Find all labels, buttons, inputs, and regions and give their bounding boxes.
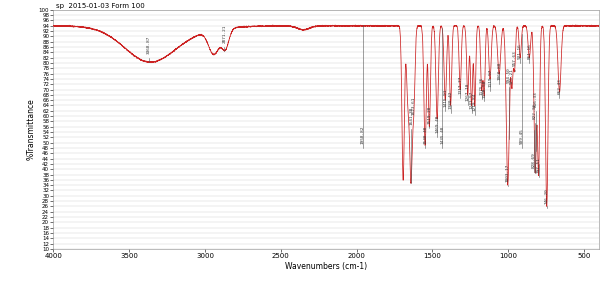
Text: 2871.21: 2871.21: [223, 25, 226, 43]
Text: 1119.97: 1119.97: [488, 68, 492, 87]
Text: 1415.91: 1415.91: [443, 88, 447, 107]
Text: 1317.77: 1317.77: [458, 75, 462, 93]
Text: 1158.58: 1158.58: [482, 79, 486, 97]
Text: 816.33: 816.33: [534, 91, 538, 107]
Text: sp  2015-01-03 Form 100: sp 2015-01-03 Form 100: [56, 3, 145, 9]
Text: 1519.28: 1519.28: [427, 106, 432, 124]
Text: 1267.10: 1267.10: [466, 83, 470, 101]
Text: 3368.87: 3368.87: [147, 35, 151, 54]
Text: 1241.57: 1241.57: [470, 91, 474, 109]
Text: 1060.80: 1060.80: [497, 62, 501, 80]
Text: 1380.42: 1380.42: [448, 91, 453, 109]
Text: 746.20: 746.20: [545, 188, 548, 204]
Text: 1958.82: 1958.82: [361, 126, 365, 144]
Text: 1548.48: 1548.48: [423, 126, 427, 144]
Text: 797.51: 797.51: [537, 157, 541, 173]
Text: 1435.48: 1435.48: [440, 126, 444, 144]
Text: 957.63: 957.63: [513, 50, 517, 66]
Text: 1623.61: 1623.61: [412, 96, 415, 115]
Text: 822.32: 822.32: [533, 103, 537, 119]
Text: 921.16: 921.16: [518, 43, 522, 59]
Text: 861.16: 861.16: [527, 43, 532, 59]
Text: 994.50: 994.50: [507, 67, 511, 83]
Text: 1003.17: 1003.17: [506, 164, 510, 182]
Text: 975.21: 975.21: [510, 68, 514, 84]
Text: 662.43: 662.43: [557, 78, 562, 93]
Text: 1175.36: 1175.36: [480, 76, 483, 95]
Y-axis label: %Transmittance: %Transmittance: [27, 99, 36, 160]
Text: 1641.38: 1641.38: [409, 107, 413, 125]
Text: 909.45: 909.45: [520, 128, 524, 144]
Text: 1219.84: 1219.84: [473, 92, 477, 111]
Text: 828.69: 828.69: [532, 152, 536, 168]
Text: 1469.48: 1469.48: [435, 115, 439, 133]
X-axis label: Wavenumbers (cm-1): Wavenumbers (cm-1): [285, 262, 367, 271]
